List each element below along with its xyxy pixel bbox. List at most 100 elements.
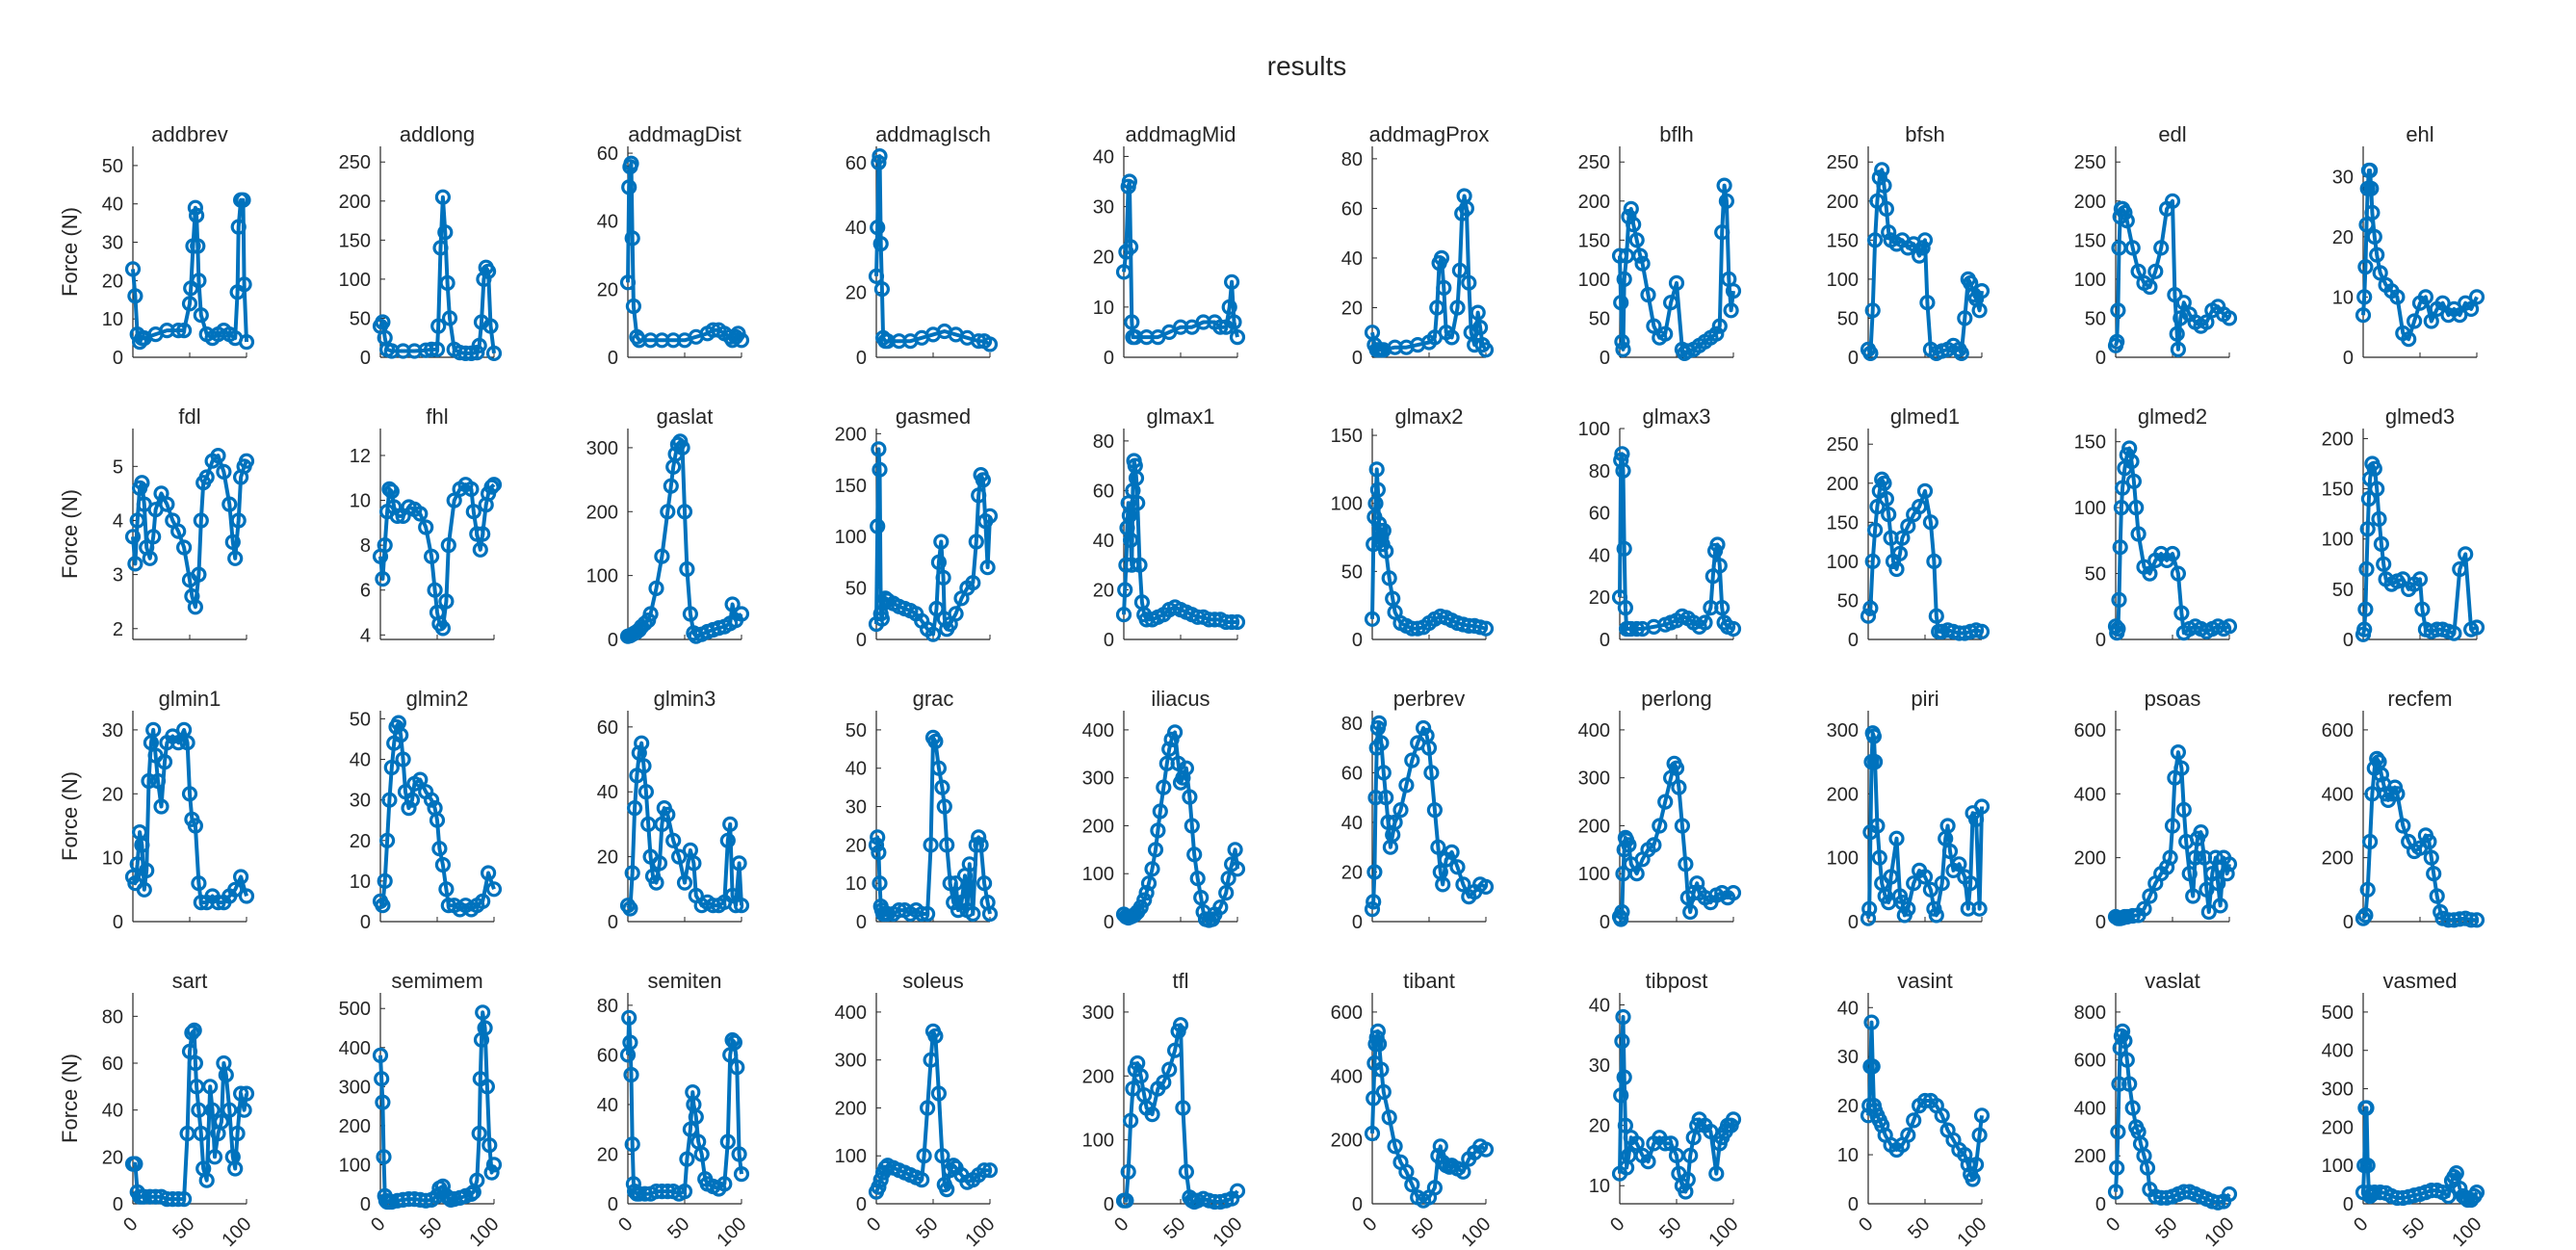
subplot-title: gaslat <box>657 404 714 429</box>
data-point <box>1657 1135 1674 1152</box>
data-point <box>186 1022 202 1039</box>
y-tick-label: 50 <box>846 579 867 600</box>
data-point <box>2167 287 2183 303</box>
y-tick-label: 600 <box>2322 720 2354 742</box>
data-point <box>1613 911 1629 927</box>
data-point <box>2356 621 2373 638</box>
data-point <box>1628 866 1645 882</box>
data-point <box>2360 490 2377 508</box>
data-point <box>179 735 195 751</box>
y-tick-label: 80 <box>1341 714 1363 735</box>
data-point <box>1229 329 1246 346</box>
y-tick-label: 0 <box>1352 1194 1363 1215</box>
data-point <box>142 550 158 566</box>
data-point <box>1973 798 1991 815</box>
data-point <box>386 499 403 515</box>
data-point <box>622 900 638 917</box>
data-point <box>1614 903 1630 921</box>
data-point <box>637 784 655 800</box>
y-tick-label: 50 <box>2085 564 2106 586</box>
data-point <box>2200 903 2217 921</box>
data-point <box>1668 274 1685 291</box>
data-point <box>1375 522 1392 539</box>
y-tick-label: 80 <box>1341 149 1363 170</box>
x-tick-label: 100 <box>218 1213 255 1250</box>
data-point <box>1951 856 1967 872</box>
data-point <box>1611 247 1628 264</box>
data-point <box>202 1079 219 1095</box>
y-tick-label: 20 <box>1093 247 1114 269</box>
data-point <box>719 1133 736 1150</box>
data-point <box>2359 1158 2376 1174</box>
y-tick-label: 20 <box>102 271 123 292</box>
y-tick-label: 20 <box>350 831 371 852</box>
data-point <box>626 799 643 817</box>
x-tick-label: 0 <box>367 1213 389 1236</box>
y-tick-label: 100 <box>2322 1156 2354 1177</box>
y-tick-label: 400 <box>339 1038 371 1059</box>
subplot-title: glmed1 <box>1890 404 1960 429</box>
data-point <box>2372 265 2388 281</box>
data-point <box>1121 508 1138 524</box>
subplot-fdl: 2 3 4 5 Force (N) fdl <box>58 404 255 640</box>
y-tick-label: 400 <box>1331 1066 1363 1087</box>
data-point <box>481 263 497 279</box>
subplot-title: soleus <box>902 969 964 993</box>
y-tick-label: 0 <box>1352 348 1363 369</box>
data-point <box>2117 1032 2133 1049</box>
y-tick-label: 40 <box>1589 996 1610 1017</box>
data-point <box>1911 498 1928 515</box>
data-point <box>149 772 167 790</box>
y-tick-label: 400 <box>835 1003 867 1024</box>
subplot-tfl: 0 100 200 300 0 50 100 tfl <box>1082 969 1247 1250</box>
subplot-title: perbrev <box>1393 687 1466 711</box>
y-tick-label: 150 <box>1827 512 1859 534</box>
y-tick-label: 40 <box>846 759 867 780</box>
data-point <box>2468 912 2485 928</box>
data-point <box>642 606 659 622</box>
data-point <box>1477 1141 1495 1158</box>
y-tick-label: 0 <box>1600 912 1610 933</box>
data-point <box>2411 571 2429 587</box>
y-tick-label: 100 <box>1827 848 1859 870</box>
y-tick-label: 50 <box>350 308 371 329</box>
data-point <box>2185 888 2201 904</box>
subplot-title: semimem <box>391 969 482 993</box>
data-point <box>2417 289 2433 305</box>
x-tick-label: 50 <box>664 1213 693 1243</box>
subplot-addmagProx: 0 20 40 60 80 addmagProx <box>1341 122 1495 369</box>
subplot-title: sart <box>172 969 208 993</box>
y-tick-label: 0 <box>608 912 618 933</box>
data-point <box>648 580 664 597</box>
data-point <box>1477 878 1495 896</box>
data-point <box>230 219 247 235</box>
data-point <box>145 529 162 545</box>
y-tick-label: 60 <box>1589 504 1610 525</box>
data-point <box>1617 1117 1634 1133</box>
y-tick-label: 400 <box>2322 1041 2354 1062</box>
y-tick-label: 0 <box>2095 348 2106 369</box>
y-tick-label: 800 <box>2074 1003 2106 1024</box>
data-point <box>2173 605 2190 621</box>
y-tick-label: 200 <box>1082 816 1114 837</box>
data-point <box>2401 331 2417 348</box>
data-point <box>440 536 456 554</box>
y-axis-label: Force (N) <box>58 1054 82 1143</box>
y-tick-label: 30 <box>1837 1047 1859 1068</box>
subplot-addmagMid: 0 10 20 30 40 addmagMid <box>1093 122 1246 369</box>
data-point <box>2407 313 2423 329</box>
data-point <box>193 1125 209 1142</box>
y-tick-label: 80 <box>1589 461 1610 482</box>
data-point <box>872 148 888 165</box>
data-point <box>1864 302 1881 319</box>
data-point <box>724 1031 741 1049</box>
data-point <box>1120 1163 1136 1180</box>
series-line <box>1122 458 1237 624</box>
y-tick-label: 60 <box>102 1054 123 1075</box>
data-point <box>1617 599 1634 616</box>
y-tick-label: 40 <box>1093 531 1114 552</box>
data-point <box>430 318 447 334</box>
data-point <box>1429 299 1445 316</box>
data-point <box>1711 558 1728 574</box>
y-tick-label: 20 <box>1589 587 1610 609</box>
